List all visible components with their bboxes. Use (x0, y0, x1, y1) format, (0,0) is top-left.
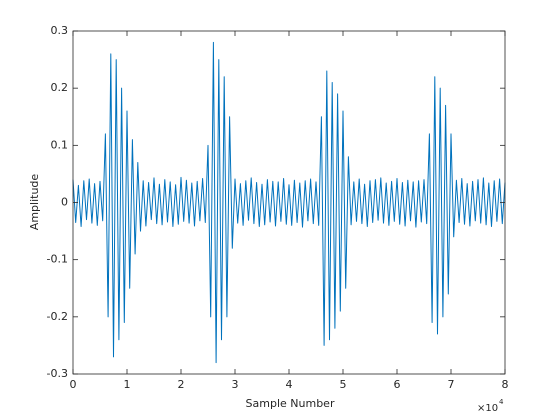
y-tick-label: -0.3 (47, 367, 68, 380)
y-tick-label: 0.3 (51, 24, 69, 37)
x-tick-label: 3 (232, 378, 239, 391)
waveform-line (72, 41, 506, 364)
x-tick-label: 1 (124, 378, 131, 391)
x-tick-label: 6 (394, 378, 401, 391)
y-tick-label: 0.2 (51, 81, 69, 94)
y-axis-label: Amplitude (28, 174, 41, 231)
x-tick-label: 0 (70, 378, 77, 391)
x-tick-label: 5 (340, 378, 347, 391)
x-tick-label: 2 (178, 378, 185, 391)
y-tick-label: 0 (61, 196, 68, 209)
x-tick-label: 4 (286, 378, 293, 391)
y-tick-label: -0.1 (47, 253, 68, 266)
y-tick-label: 0.1 (51, 138, 69, 151)
x-tick-label: 7 (448, 378, 455, 391)
y-tick-label: -0.2 (47, 310, 68, 323)
x-exponent-power: 4 (499, 398, 504, 406)
x-exponent-base: ×10 (477, 403, 498, 414)
x-tick-label: 8 (502, 378, 509, 391)
x-axis-label: Sample Number (246, 397, 335, 410)
